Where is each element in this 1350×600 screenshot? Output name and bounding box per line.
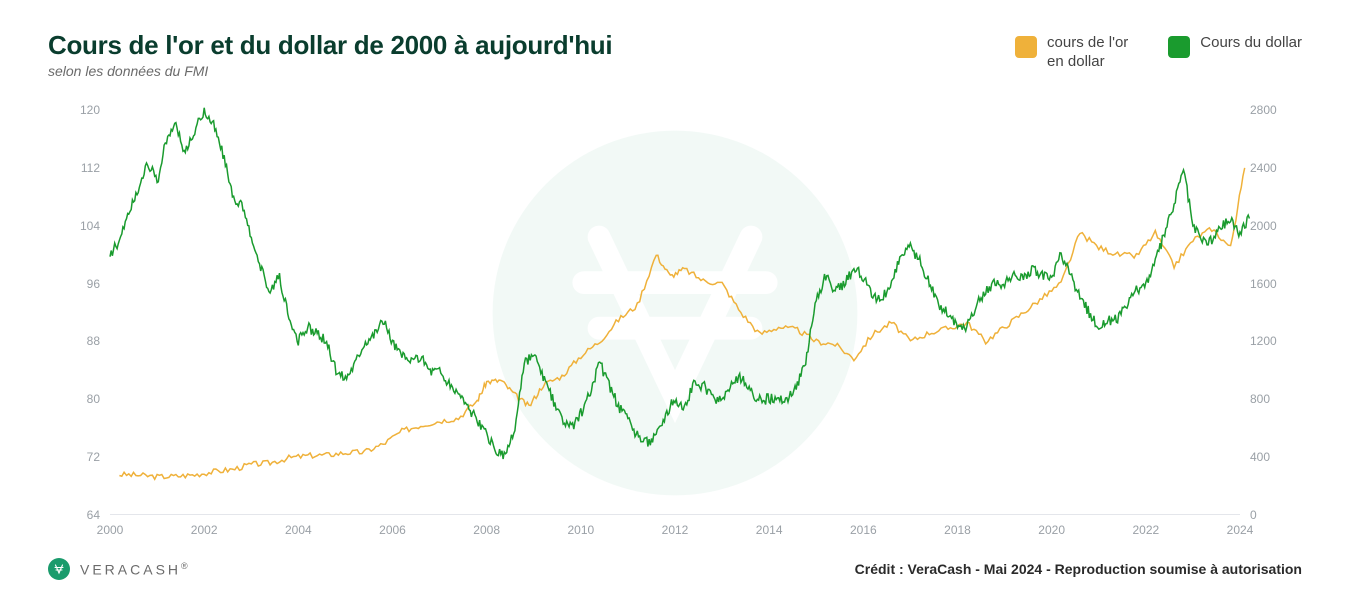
brand-logo-icon bbox=[48, 558, 70, 580]
brand-block: VERACASH® bbox=[48, 558, 188, 580]
legend-swatch bbox=[1168, 36, 1190, 58]
legend-label: cours de l'oren dollar bbox=[1047, 34, 1128, 72]
y-axis-left-tick: 112 bbox=[70, 161, 100, 175]
chart-subtitle: selon les données du FMI bbox=[48, 63, 612, 79]
y-axis-right-tick: 2800 bbox=[1250, 103, 1290, 117]
y-axis-left-tick: 72 bbox=[70, 450, 100, 464]
legend-item: Cours du dollar bbox=[1168, 34, 1302, 58]
y-axis-left-tick: 64 bbox=[70, 508, 100, 522]
y-axis-right-tick: 2000 bbox=[1250, 219, 1290, 233]
x-axis-tick: 2000 bbox=[97, 523, 124, 537]
y-axis-right-tick: 0 bbox=[1250, 508, 1290, 522]
x-axis-tick: 2006 bbox=[379, 523, 406, 537]
x-axis-tick: 2024 bbox=[1227, 523, 1254, 537]
legend-swatch bbox=[1015, 36, 1037, 58]
y-axis-left-tick: 88 bbox=[70, 334, 100, 348]
legend-item: cours de l'oren dollar bbox=[1015, 34, 1128, 72]
x-axis-tick: 2014 bbox=[756, 523, 783, 537]
x-axis-tick: 2016 bbox=[850, 523, 877, 537]
legend: cours de l'oren dollar Cours du dollar bbox=[1015, 34, 1302, 72]
x-axis-tick: 2008 bbox=[473, 523, 500, 537]
series-dollar_index bbox=[110, 108, 1249, 459]
x-axis-tick: 2002 bbox=[191, 523, 218, 537]
x-axis-tick: 2010 bbox=[567, 523, 594, 537]
x-axis-tick: 2012 bbox=[662, 523, 689, 537]
brand-name: VERACASH® bbox=[80, 561, 188, 578]
y-axis-left-tick: 80 bbox=[70, 392, 100, 406]
x-axis-tick: 2020 bbox=[1038, 523, 1065, 537]
y-axis-right-tick: 1200 bbox=[1250, 334, 1290, 348]
x-axis-tick: 2022 bbox=[1132, 523, 1159, 537]
series-gold_usd bbox=[119, 168, 1244, 479]
chart-plot-area: 6472808896104112120040080012001600200024… bbox=[110, 110, 1240, 515]
y-axis-left-tick: 104 bbox=[70, 219, 100, 233]
y-axis-left-tick: 96 bbox=[70, 277, 100, 291]
y-axis-right-tick: 1600 bbox=[1250, 277, 1290, 291]
chart-lines bbox=[110, 110, 1240, 515]
y-axis-left-tick: 120 bbox=[70, 103, 100, 117]
credit-text: Crédit : VeraCash - Mai 2024 - Reproduct… bbox=[855, 561, 1302, 577]
chart-title: Cours de l'or et du dollar de 2000 à auj… bbox=[48, 30, 612, 61]
y-axis-right-tick: 400 bbox=[1250, 450, 1290, 464]
x-axis-tick: 2018 bbox=[944, 523, 971, 537]
y-axis-right-tick: 800 bbox=[1250, 392, 1290, 406]
y-axis-right-tick: 2400 bbox=[1250, 161, 1290, 175]
legend-label: Cours du dollar bbox=[1200, 34, 1302, 53]
x-axis-tick: 2004 bbox=[285, 523, 312, 537]
